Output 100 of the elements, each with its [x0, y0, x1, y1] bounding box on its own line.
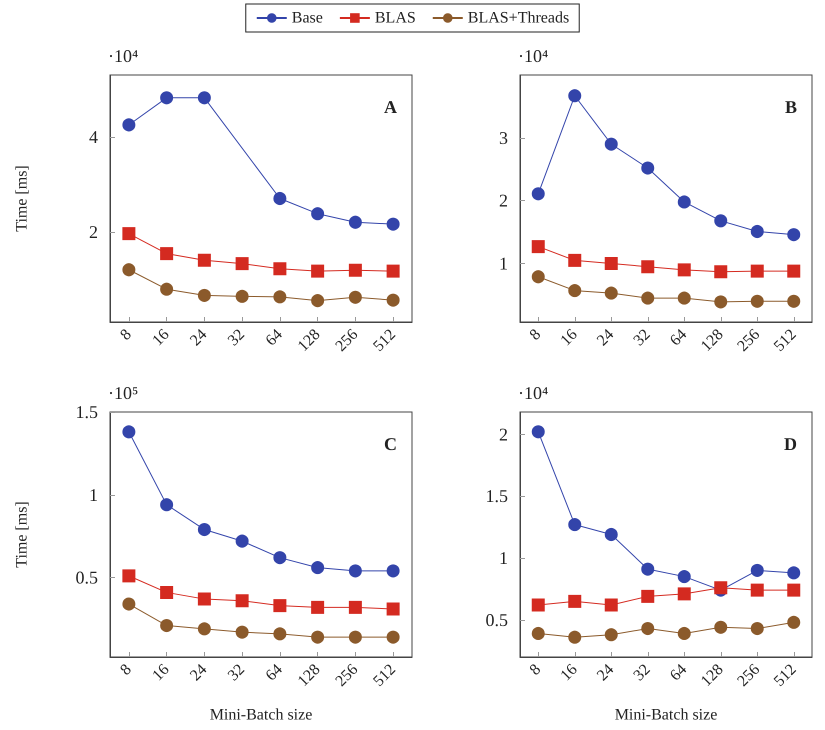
x-tick-label: 256	[332, 660, 362, 690]
y-tick-label: 2	[499, 424, 508, 444]
y-tick-label: 1	[89, 484, 98, 505]
point	[714, 620, 728, 634]
point	[236, 594, 249, 608]
point	[236, 257, 249, 270]
point	[198, 288, 211, 302]
y-tick-label: 1.5	[486, 486, 508, 506]
x-tick-label: 16	[557, 660, 581, 684]
point	[678, 570, 691, 584]
x-tick-label: 8	[526, 660, 544, 679]
point	[787, 566, 800, 580]
x-tick-label: 128	[698, 326, 727, 355]
point	[678, 626, 691, 640]
y-axis-title: Time [ms]	[14, 165, 30, 232]
point	[532, 626, 545, 640]
point	[311, 630, 324, 644]
point	[532, 240, 545, 254]
x-tick-label: 512	[770, 660, 800, 690]
point	[568, 254, 582, 267]
legend-label: Base	[292, 10, 323, 26]
point	[787, 616, 800, 629]
point	[787, 584, 800, 597]
point	[122, 598, 136, 611]
point	[198, 91, 211, 104]
point	[787, 264, 800, 278]
point	[348, 216, 362, 229]
point	[273, 192, 286, 205]
point	[604, 138, 618, 151]
point	[568, 284, 582, 298]
x-tick-label: 32	[630, 660, 654, 684]
point	[311, 561, 324, 574]
point	[236, 534, 249, 548]
point	[604, 286, 618, 300]
point	[750, 225, 764, 238]
point	[160, 619, 174, 632]
point	[348, 264, 362, 277]
point	[348, 630, 362, 644]
x-tick-label: 64	[666, 326, 690, 350]
x-tick-label: 32	[224, 660, 248, 684]
text: ·10⁵	[108, 383, 138, 403]
point	[386, 602, 400, 616]
x-tick-label: 64	[666, 660, 690, 684]
x-tick-label: 128	[698, 660, 727, 690]
point	[568, 518, 582, 532]
point	[678, 587, 691, 600]
point	[532, 187, 545, 200]
y-tick-label: 0.5	[486, 610, 508, 630]
x-tick-label: 256	[734, 660, 764, 690]
point	[641, 162, 654, 175]
point	[311, 600, 324, 614]
point	[160, 91, 174, 104]
text: D	[784, 434, 797, 454]
point	[122, 425, 136, 438]
y-tick-label: 4	[89, 126, 98, 147]
point	[568, 630, 582, 644]
point	[750, 564, 764, 577]
point	[678, 292, 691, 305]
point	[604, 257, 618, 270]
point	[348, 290, 362, 304]
x-tick-label: 16	[149, 660, 173, 684]
point	[750, 294, 764, 308]
x-tick-label: 128	[294, 326, 324, 355]
point	[311, 207, 324, 220]
x-tick-label: 512	[370, 326, 400, 355]
point	[787, 294, 800, 308]
point	[273, 599, 286, 612]
point	[568, 89, 582, 102]
point	[273, 290, 286, 304]
x-axis-title: Mini-Batch size	[210, 706, 312, 724]
y-axis-title: Time [ms]	[14, 501, 30, 568]
legend-label: BLAS+Threads	[468, 10, 570, 26]
point	[236, 290, 249, 303]
point	[750, 584, 764, 597]
point	[160, 282, 174, 296]
x-tick-label: 16	[557, 326, 581, 350]
y-tick-label: 1	[499, 548, 508, 568]
point	[532, 598, 545, 612]
point	[641, 292, 654, 305]
x-tick-label: 24	[187, 326, 210, 350]
y-tick-label: 0.5	[76, 568, 98, 588]
y-tick-label: 3	[499, 128, 508, 148]
x-tick-label: 256	[332, 326, 362, 355]
point	[750, 622, 764, 636]
x-tick-label: 24	[187, 660, 210, 684]
text: ·10⁴	[518, 46, 548, 66]
x-tick-label: 256	[734, 326, 764, 355]
x-tick-label: 16	[149, 326, 173, 350]
point	[386, 264, 400, 278]
x-tick-label: 512	[370, 660, 400, 690]
point	[386, 218, 400, 231]
point	[122, 569, 136, 582]
point	[641, 260, 654, 274]
point	[604, 628, 618, 642]
text: ·10⁴	[108, 46, 138, 66]
point	[532, 425, 545, 438]
x-tick-label: 64	[262, 326, 286, 350]
point	[641, 590, 654, 603]
x-tick-label: 32	[630, 326, 654, 350]
x-tick-label: 8	[117, 326, 135, 344]
